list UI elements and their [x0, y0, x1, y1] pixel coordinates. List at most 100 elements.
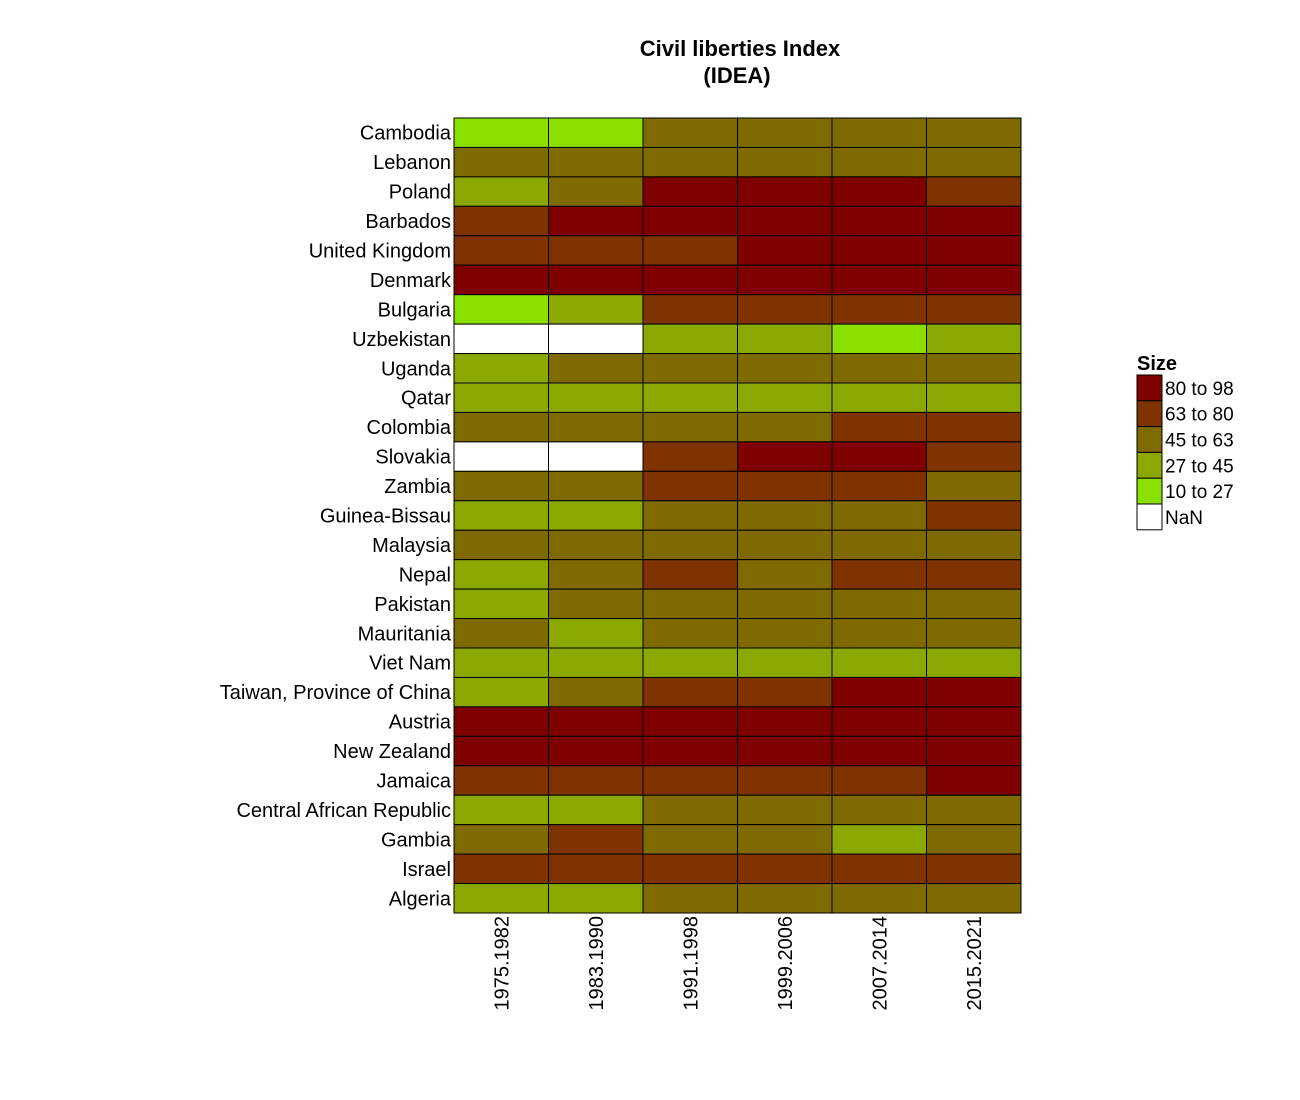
legend-label: 63 to 80	[1165, 405, 1234, 426]
heatmap-cell	[831, 706, 927, 737]
heatmap-cell	[926, 706, 1022, 737]
heatmap-cell	[453, 264, 549, 296]
heatmap-cell	[926, 588, 1022, 620]
heatmap-cell	[548, 794, 644, 826]
heatmap-cell	[737, 588, 833, 620]
heatmap-cell	[737, 765, 833, 796]
heatmap-cell	[453, 294, 549, 325]
heatmap-cell	[642, 794, 738, 826]
heatmap-cell	[831, 824, 927, 855]
heatmap-cell	[548, 353, 644, 384]
heatmap-cell	[548, 441, 644, 472]
heatmap-cell	[737, 676, 833, 708]
heatmap-cell	[737, 618, 833, 649]
row-label: Denmark	[370, 270, 452, 292]
row-label: Central African Republic	[236, 800, 451, 822]
heatmap-cell	[737, 294, 833, 325]
heatmap-cell	[548, 676, 644, 708]
heatmap-cell	[642, 676, 738, 708]
heatmap-cell	[453, 824, 549, 855]
heatmap-cell	[831, 529, 927, 561]
heatmap-cell	[642, 588, 738, 620]
row-label: Jamaica	[377, 771, 452, 793]
heatmap-cell	[831, 176, 927, 207]
row-label: Malaysia	[372, 535, 452, 557]
heatmap-cell	[453, 883, 549, 914]
heatmap-cell	[453, 647, 549, 678]
heatmap-cell	[831, 559, 927, 590]
heatmap-cell	[737, 323, 833, 355]
row-label: Gambia	[381, 829, 452, 851]
row-label: Taiwan, Province of China	[220, 682, 452, 704]
row-label: Pakistan	[374, 594, 451, 616]
heatmap-cell	[737, 559, 833, 590]
row-labels: Cambodia Lebanon Poland Barbados United King…	[220, 123, 452, 911]
heatmap-cell	[453, 735, 549, 767]
heatmap-cell	[548, 264, 644, 296]
heatmap-cell	[548, 706, 644, 737]
heatmap-cell	[642, 470, 738, 502]
heatmap-cell	[926, 235, 1022, 266]
row-label: Uzbekistan	[352, 329, 451, 351]
heatmap-cell	[453, 411, 549, 443]
heatmap-cell	[642, 853, 738, 885]
heatmap-cell	[642, 559, 738, 590]
heatmap-cell	[926, 176, 1022, 207]
heatmap-cell	[926, 264, 1022, 296]
heatmap-cell	[737, 647, 833, 678]
heatmap-cell	[548, 176, 644, 207]
heatmap-cell	[453, 382, 549, 413]
column-label: 1999.2006	[775, 916, 797, 1011]
row-label: Guinea-Bissau	[320, 506, 451, 528]
heatmap-cell	[642, 235, 738, 266]
heatmap-cell	[737, 794, 833, 826]
heatmap-cell	[642, 264, 738, 296]
heatmap-cell	[831, 676, 927, 708]
heatmap-cell	[642, 765, 738, 796]
heatmap-cell	[831, 411, 927, 443]
heatmap-cell	[548, 618, 644, 649]
column-label: 1975.1982	[491, 916, 513, 1011]
heatmap-cell	[926, 146, 1022, 178]
heatmap-cell	[453, 853, 549, 885]
chart-title: Civil liberties Index	[640, 36, 841, 61]
heatmap-cell	[642, 883, 738, 914]
heatmap-cell	[831, 853, 927, 885]
legend-label: NaN	[1165, 508, 1203, 529]
heatmap-cell	[831, 382, 927, 413]
chart-subtitle: (IDEA)	[703, 63, 770, 88]
heatmap-cell	[831, 117, 927, 148]
row-label: Cambodia	[360, 123, 452, 145]
heatmap-cell	[642, 500, 738, 531]
heatmap-cell	[926, 382, 1022, 413]
heatmap-cell	[548, 146, 644, 178]
heatmap-cell	[642, 647, 738, 678]
heatmap-cell	[737, 441, 833, 472]
heatmap-cell	[453, 176, 549, 207]
heatmap-cell	[737, 500, 833, 531]
heatmap-cell	[548, 382, 644, 413]
heatmap-cell	[926, 883, 1022, 914]
legend-swatch	[1136, 374, 1163, 402]
heatmap-cell	[453, 588, 549, 620]
heatmap-cell	[548, 500, 644, 531]
heatmap-cell	[926, 529, 1022, 561]
heatmap-cell	[453, 470, 549, 502]
legend-swatch	[1136, 451, 1163, 479]
heatmap-cell	[831, 205, 927, 237]
heatmap-cell	[831, 500, 927, 531]
heatmap-cell	[926, 470, 1022, 502]
row-label: Lebanon	[373, 152, 451, 174]
heatmap-cell	[453, 353, 549, 384]
column-label: 2007.2014	[869, 916, 891, 1011]
heatmap-cell	[831, 235, 927, 266]
heatmap-cell	[642, 618, 738, 649]
heatmap-cell	[926, 618, 1022, 649]
heatmap-cell	[737, 883, 833, 914]
legend: Size 80 to 98 63 to 80 45 to 63 27 to 45 10 …	[1136, 353, 1234, 531]
heatmap-cell	[548, 411, 644, 443]
row-label: United Kingdom	[309, 241, 451, 263]
heatmap-cell	[548, 883, 644, 914]
heatmap-cell	[642, 441, 738, 472]
row-label: Zambia	[384, 476, 452, 498]
